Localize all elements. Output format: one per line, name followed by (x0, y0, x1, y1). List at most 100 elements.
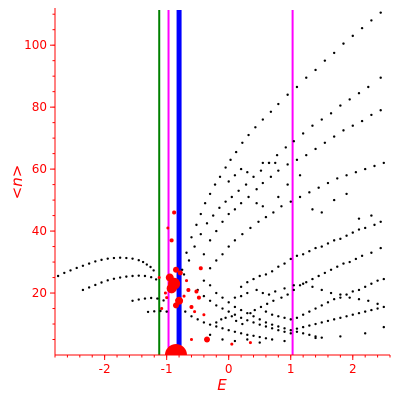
data-point (314, 307, 317, 310)
data-point (246, 333, 249, 337)
data-point (360, 254, 364, 258)
data-point (149, 265, 152, 269)
data-point (295, 316, 299, 320)
data-point (339, 237, 342, 241)
data-point (143, 297, 147, 300)
data-point (125, 275, 128, 278)
data-point (357, 311, 361, 315)
data-point (336, 177, 339, 180)
data-point (339, 293, 342, 296)
data-point (165, 273, 174, 282)
data-point (221, 296, 224, 299)
data-point (317, 186, 320, 189)
data-point (257, 220, 260, 223)
data-point (255, 201, 258, 205)
data-point (199, 232, 202, 236)
data-point (253, 308, 256, 312)
x-tick-labels: -2 -1 0 1 2 (99, 362, 357, 376)
data-point (264, 321, 268, 324)
data-point (87, 286, 91, 289)
data-point (345, 174, 348, 177)
data-point (298, 174, 302, 177)
data-point (280, 205, 283, 208)
data-point (261, 118, 265, 121)
data-point (298, 195, 302, 199)
data-point (357, 228, 361, 231)
data-point (227, 212, 230, 216)
data-point (208, 284, 212, 287)
data-point (118, 276, 122, 279)
data-point (382, 305, 385, 309)
data-point (196, 295, 201, 300)
data-point (264, 310, 268, 313)
data-point (342, 42, 345, 45)
data-point (370, 113, 373, 117)
data-point (227, 301, 230, 304)
data-point (264, 325, 268, 328)
data-point (94, 260, 97, 263)
data-point (342, 262, 345, 265)
data-point (159, 309, 162, 313)
data-point (314, 246, 317, 250)
data-point (382, 277, 385, 281)
data-point (308, 191, 311, 194)
data-point (166, 226, 170, 230)
data-point (270, 338, 274, 341)
data-point (345, 192, 348, 196)
data-point (255, 188, 258, 191)
data-point (239, 285, 243, 289)
data-point (286, 163, 289, 166)
data-point (323, 271, 327, 275)
black-points (56, 11, 385, 344)
data-point (131, 257, 134, 260)
data-point (244, 183, 248, 186)
data-point (189, 304, 194, 309)
data-point (241, 141, 244, 144)
data-point (125, 256, 128, 260)
data-point (363, 226, 367, 230)
data-point (286, 93, 289, 96)
data-point (272, 211, 275, 214)
data-point (267, 293, 271, 296)
data-point (305, 153, 308, 157)
data-point (154, 278, 158, 281)
data-point (280, 296, 283, 299)
data-point (233, 313, 237, 316)
data-point (239, 316, 243, 320)
data-point (180, 268, 184, 271)
data-point (193, 245, 196, 248)
data-point (264, 337, 268, 340)
data-point (301, 332, 305, 335)
data-point (339, 296, 342, 299)
data-point (332, 51, 336, 55)
data-point (292, 140, 296, 143)
data-point (252, 321, 255, 324)
data-point (224, 316, 227, 320)
data-point (56, 274, 60, 278)
data-point (221, 220, 224, 223)
data-point (149, 276, 153, 279)
data-point (311, 277, 314, 281)
data-point (277, 315, 280, 318)
data-point (182, 273, 186, 276)
data-point (270, 270, 274, 273)
data-point (289, 200, 292, 203)
data-point (137, 298, 140, 301)
data-point (137, 258, 140, 262)
data-point (106, 279, 109, 282)
data-point (157, 276, 161, 280)
data-point (69, 269, 72, 272)
data-point (373, 223, 376, 227)
x-axis-title: E (217, 376, 227, 394)
data-point (311, 285, 314, 289)
data-point (261, 291, 265, 295)
data-point (270, 327, 274, 330)
data-point (252, 334, 255, 337)
vertical-lines (158, 10, 294, 355)
data-point (185, 251, 188, 254)
data-point (218, 206, 221, 210)
data-point (160, 307, 164, 311)
data-point (165, 310, 168, 313)
data-point (252, 277, 255, 281)
data-point (246, 291, 249, 295)
